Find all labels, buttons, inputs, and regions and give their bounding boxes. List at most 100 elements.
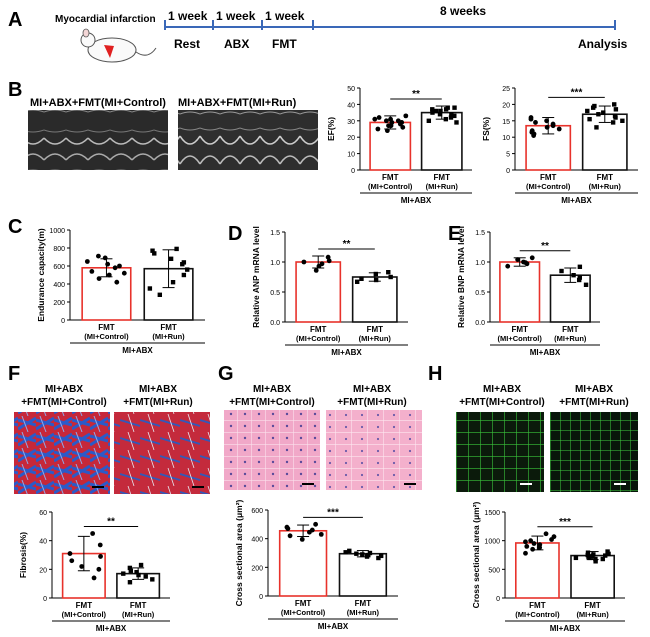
group-label: MI+ABX [331,348,362,357]
category-label: FMT [597,173,614,182]
data-point [433,108,439,114]
y-tick-label: 200 [53,300,65,307]
data-point [600,556,605,562]
data-point [505,263,511,269]
y-tick-label: 25 [502,86,510,93]
data-point [96,276,102,281]
data-point [347,548,352,554]
he-image-run [326,410,422,490]
data-point [426,118,432,123]
data-point [318,531,324,537]
category-label: FMT [98,323,115,332]
y-tick-label: 20 [39,567,47,574]
histo-h-title-r2: +FMT(MI+Run) [559,397,628,408]
y-tick-label: 30 [347,119,355,126]
data-point [127,580,133,585]
data-point [98,554,103,559]
data-point [102,255,108,261]
data-point [576,277,582,283]
y-tick-label: 20 [502,102,510,109]
data-point [91,575,97,581]
category-label: FMT [295,599,312,608]
data-point [573,555,579,561]
data-point [550,123,556,129]
data-point [452,113,457,119]
data-point [537,545,543,550]
category-label: FMT [310,325,327,334]
data-point [121,571,126,576]
group-label: MI+ABX [561,196,592,205]
y-axis-label: Relative ANP mRNA level [251,226,261,328]
category-label: (MI+Run) [576,610,609,619]
data-point [150,577,155,582]
timeline-segment: 8 weeks [440,4,486,18]
y-tick-label: 20 [347,135,355,142]
y-tick-label: 1500 [484,510,500,517]
data-point [523,260,528,265]
y-tick-label: 60 [39,510,47,517]
y-tick-label: 0.0 [475,320,485,327]
wga-image-control [456,412,544,492]
y-axis-label: Fibrosis(%) [18,532,28,578]
category-label: (MI+Control) [526,182,571,191]
histo-g-title-l1: MI+ABX [253,384,291,395]
category-label: FMT [160,323,177,332]
category-label: FMT [76,601,93,610]
timeline-segment: 1 week [168,9,208,23]
timeline-end: Analysis [578,37,628,51]
category-label: (MI+Control) [498,334,543,343]
data-point [372,116,378,122]
data-point [89,269,95,274]
category-label: FMT [130,601,147,610]
data-point [134,570,139,575]
category-label: (MI+Run) [152,332,185,341]
category-label: FMT [584,601,601,610]
masson-image-run [114,412,210,494]
data-point [528,116,534,122]
data-point [376,115,382,120]
echo-image-run [178,110,318,170]
histo-g-title-r2: +FMT(MI+Run) [337,397,406,408]
chart-f: 0204060Fibrosis(%)FMT(MI+Control)FMT(MI+… [18,510,170,633]
y-tick-label: 1.0 [475,260,485,267]
y-tick-label: 1000 [484,539,500,546]
data-point [399,120,405,125]
data-point [152,251,157,256]
category-label: (MI+Control) [515,610,560,619]
data-point [84,259,90,264]
bar [295,261,342,323]
y-tick-label: 15 [502,119,510,126]
category-label: FMT [434,173,451,182]
y-axis-label: Endurance capacity(m) [36,228,46,322]
category-label: (MI+Control) [84,332,129,341]
echo-image-control [28,110,168,170]
data-point [556,126,562,132]
data-point [378,553,384,559]
data-point [136,572,141,578]
histo-f-title-l1: MI+ABX [45,384,83,395]
data-point [375,126,381,132]
group-label: MI+ABX [318,622,349,631]
data-point [587,116,592,122]
data-point [593,556,598,562]
data-point [430,107,435,112]
group-label: MI+ABX [530,348,561,357]
bar [570,554,616,599]
mouse-icon [80,28,157,63]
data-point [309,527,315,533]
data-point [559,268,564,274]
data-point [359,276,364,281]
data-point [543,531,549,537]
data-point [373,271,379,277]
y-tick-label: 10 [502,135,510,142]
data-point [313,268,319,273]
data-point [181,272,187,278]
data-point [325,254,331,260]
data-point [373,277,379,283]
data-point [326,258,332,264]
he-image-control [224,410,320,490]
data-point [583,282,589,287]
category-label: FMT [540,173,557,182]
category-label: (MI+Run) [347,608,380,617]
